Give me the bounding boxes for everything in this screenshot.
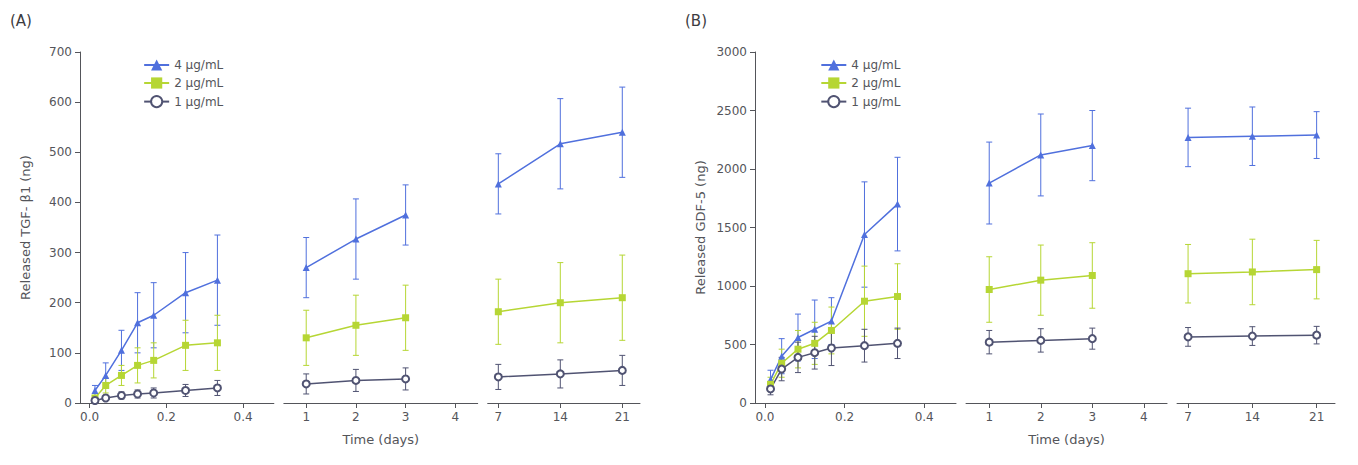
svg-text:Released TGF- β1 (ng): Released TGF- β1 (ng) xyxy=(18,155,33,300)
svg-text:Time (days): Time (days) xyxy=(341,432,419,447)
svg-text:0.2: 0.2 xyxy=(157,410,176,424)
svg-text:2: 2 xyxy=(352,410,360,424)
svg-text:Time (days): Time (days) xyxy=(1027,432,1105,447)
svg-text:(B): (B) xyxy=(685,12,707,30)
svg-text:0.4: 0.4 xyxy=(915,410,934,424)
svg-text:4 μg/mL: 4 μg/mL xyxy=(174,58,223,72)
svg-text:500: 500 xyxy=(724,338,747,352)
svg-text:1 μg/mL: 1 μg/mL xyxy=(851,95,900,109)
svg-text:0.0: 0.0 xyxy=(80,410,99,424)
svg-text:Released GDF-5 (ng): Released GDF-5 (ng) xyxy=(693,160,708,294)
svg-text:4: 4 xyxy=(452,410,460,424)
svg-text:1: 1 xyxy=(985,410,993,424)
svg-text:300: 300 xyxy=(49,246,72,260)
svg-text:1 μg/mL: 1 μg/mL xyxy=(174,95,223,109)
svg-text:2 μg/mL: 2 μg/mL xyxy=(174,76,223,90)
svg-text:700: 700 xyxy=(49,45,72,59)
svg-text:4 μg/mL: 4 μg/mL xyxy=(851,58,900,72)
svg-text:7: 7 xyxy=(1184,410,1192,424)
svg-text:1: 1 xyxy=(302,410,310,424)
svg-text:3000: 3000 xyxy=(716,45,747,59)
svg-text:500: 500 xyxy=(49,145,72,159)
svg-text:0.4: 0.4 xyxy=(234,410,253,424)
svg-text:2500: 2500 xyxy=(716,104,747,118)
svg-text:3: 3 xyxy=(1088,410,1096,424)
svg-text:0.0: 0.0 xyxy=(755,410,774,424)
svg-text:2: 2 xyxy=(1037,410,1045,424)
svg-text:21: 21 xyxy=(1309,410,1324,424)
svg-text:100: 100 xyxy=(49,346,72,360)
svg-text:0: 0 xyxy=(64,396,72,410)
svg-text:14: 14 xyxy=(1245,410,1260,424)
svg-text:(A): (A) xyxy=(10,12,32,30)
svg-text:400: 400 xyxy=(49,195,72,209)
svg-text:0.2: 0.2 xyxy=(835,410,854,424)
svg-text:7: 7 xyxy=(494,410,502,424)
svg-text:1000: 1000 xyxy=(716,279,747,293)
svg-text:3: 3 xyxy=(402,410,410,424)
svg-text:2 μg/mL: 2 μg/mL xyxy=(851,76,900,90)
svg-text:600: 600 xyxy=(49,95,72,109)
svg-text:14: 14 xyxy=(553,410,568,424)
svg-text:1500: 1500 xyxy=(716,221,747,235)
svg-text:0: 0 xyxy=(739,396,747,410)
svg-text:2000: 2000 xyxy=(716,162,747,176)
svg-text:21: 21 xyxy=(615,410,630,424)
svg-text:200: 200 xyxy=(49,296,72,310)
svg-text:4: 4 xyxy=(1140,410,1148,424)
